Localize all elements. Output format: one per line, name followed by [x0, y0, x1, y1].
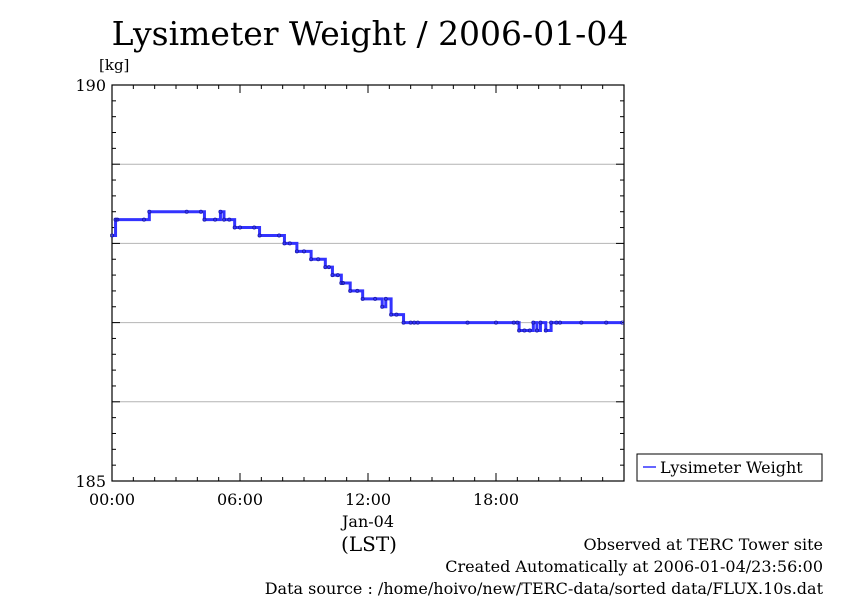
data-point [389, 312, 394, 317]
grid-lines [112, 163, 624, 403]
x-axis-ticks: 00:00 06:00 12:00 18:00 [89, 85, 625, 509]
data-point [309, 257, 314, 262]
data-point [335, 273, 340, 278]
data-point [355, 288, 360, 293]
data-point [115, 217, 120, 222]
y-axis-ticks: 190 185 [75, 76, 624, 491]
data-point [147, 209, 152, 214]
data-point [218, 209, 223, 214]
data-point [257, 233, 262, 238]
data-point [202, 217, 207, 222]
data-point [316, 257, 321, 262]
data-point [558, 320, 563, 325]
data-point [252, 225, 257, 230]
data-point [538, 320, 543, 325]
legend: Lysimeter Weight [636, 453, 823, 482]
x-axis-date-label: Jan-04 [341, 512, 395, 531]
data-point [517, 328, 522, 333]
data-point [493, 320, 498, 325]
data-point [549, 320, 554, 325]
data-point [282, 241, 287, 246]
x-tick-label: 06:00 [217, 490, 263, 509]
data-point [515, 320, 520, 325]
series-line [112, 210, 623, 333]
data-point [339, 280, 344, 285]
data-point [141, 217, 146, 222]
data-point [301, 249, 306, 254]
source-note: Data source : /home/hoivo/new/TERC-data/… [264, 579, 823, 598]
data-point [401, 320, 406, 325]
data-point [522, 328, 527, 333]
series-group [110, 209, 625, 333]
data-point [110, 233, 115, 238]
x-tick-label: 00:00 [89, 490, 135, 509]
data-point [213, 217, 218, 222]
data-point [232, 225, 237, 230]
data-point [527, 328, 532, 333]
data-point [531, 320, 536, 325]
plot-frame [111, 84, 625, 482]
chart-title: Lysimeter Weight / 2006-01-04 [111, 14, 629, 53]
data-point [277, 233, 282, 238]
data-point [184, 209, 189, 214]
data-point [287, 241, 292, 246]
legend-box [636, 453, 823, 482]
data-point [227, 217, 232, 222]
data-point [604, 320, 609, 325]
x-axis-label: (LST) [341, 532, 397, 556]
data-point [348, 288, 353, 293]
data-point [113, 217, 118, 222]
data-point [534, 328, 539, 333]
data-point [326, 265, 331, 270]
site-note: Observed at TERC Tower site [583, 535, 824, 554]
data-point [394, 312, 399, 317]
data-point [237, 225, 242, 230]
data-point [380, 304, 385, 309]
x-tick-label: 12:00 [345, 490, 391, 509]
y-axis-label: [kg] [99, 56, 130, 74]
data-point [465, 320, 470, 325]
x-tick-label: 18:00 [473, 490, 519, 509]
data-point [543, 328, 548, 333]
data-point [579, 320, 584, 325]
data-point [373, 296, 378, 301]
data-point [221, 217, 226, 222]
y-tick-label: 185 [75, 472, 106, 491]
created-note: Created Automatically at 2006-01-04/23:5… [445, 557, 823, 576]
data-point [383, 296, 388, 301]
data-point [415, 320, 420, 325]
y-tick-label: 190 [75, 76, 106, 95]
legend-label: Lysimeter Weight [660, 458, 803, 477]
data-point [341, 280, 346, 285]
data-point [330, 273, 335, 278]
data-point [360, 296, 365, 301]
data-point [198, 209, 203, 214]
data-point [620, 320, 625, 325]
data-point [294, 249, 299, 254]
